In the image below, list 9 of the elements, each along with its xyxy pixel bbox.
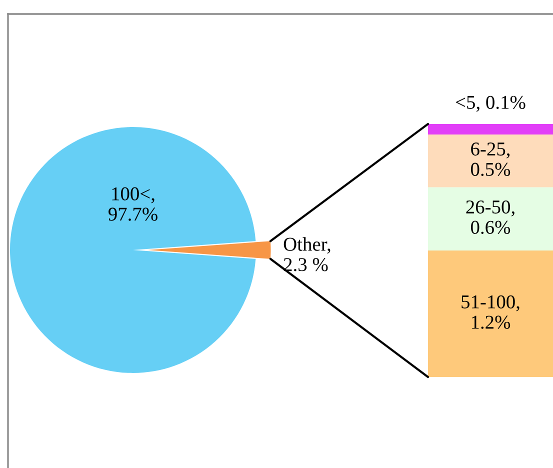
bar [428, 187, 553, 250]
bar [428, 134, 553, 188]
data-label: <5, 0.1% [456, 96, 526, 112]
bar [428, 124, 553, 135]
data-label: 6-25, 0.5% [470, 142, 510, 176]
data-label: 100<, 97.7% [108, 187, 158, 221]
data-label: 26-50, 0.6% [466, 200, 514, 234]
data-label: 51-100, 1.2% [462, 295, 520, 329]
bar [428, 250, 553, 377]
